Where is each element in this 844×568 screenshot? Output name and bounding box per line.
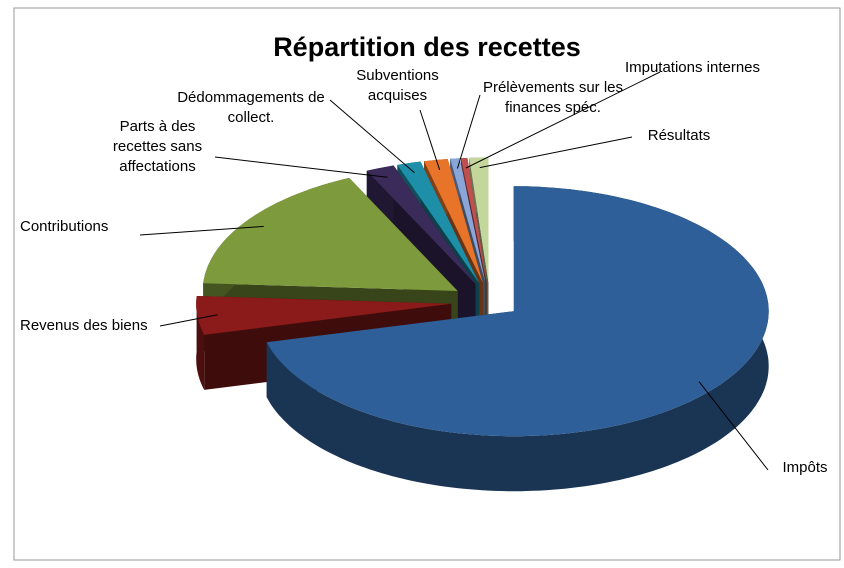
slice <box>196 296 452 335</box>
slice <box>397 161 480 284</box>
leader-line <box>456 94 481 169</box>
slice <box>366 165 476 284</box>
slice-side <box>196 296 205 390</box>
leader-line <box>214 156 388 178</box>
slice-label: Subventions acquises <box>356 67 439 104</box>
leader-line <box>159 314 218 327</box>
slice <box>266 186 769 437</box>
slice-label: Contributions <box>20 218 109 235</box>
slice <box>461 157 487 283</box>
slice <box>424 159 483 283</box>
leader-line <box>465 71 661 169</box>
slice-label: Revenus des biens <box>20 317 148 334</box>
slice <box>203 177 458 291</box>
leader-line <box>329 99 415 174</box>
leader-line <box>479 136 633 169</box>
slice-label: Impôts <box>782 459 828 476</box>
slice-label: Résultats <box>647 127 711 144</box>
slice <box>450 158 486 283</box>
slice-label: Dédommagements de collect. <box>177 89 325 126</box>
slice <box>469 157 489 283</box>
slice-label: Parts à des recettes sans affectations <box>112 118 203 175</box>
slice-label: Imputations internes <box>624 59 761 76</box>
leader-line <box>139 225 264 236</box>
leader-line <box>698 381 769 471</box>
chart-title: Répartition des recettes <box>273 32 581 62</box>
slice-label: Prélèvements sur les finances spéc. <box>482 79 624 116</box>
leader-line <box>419 109 441 170</box>
